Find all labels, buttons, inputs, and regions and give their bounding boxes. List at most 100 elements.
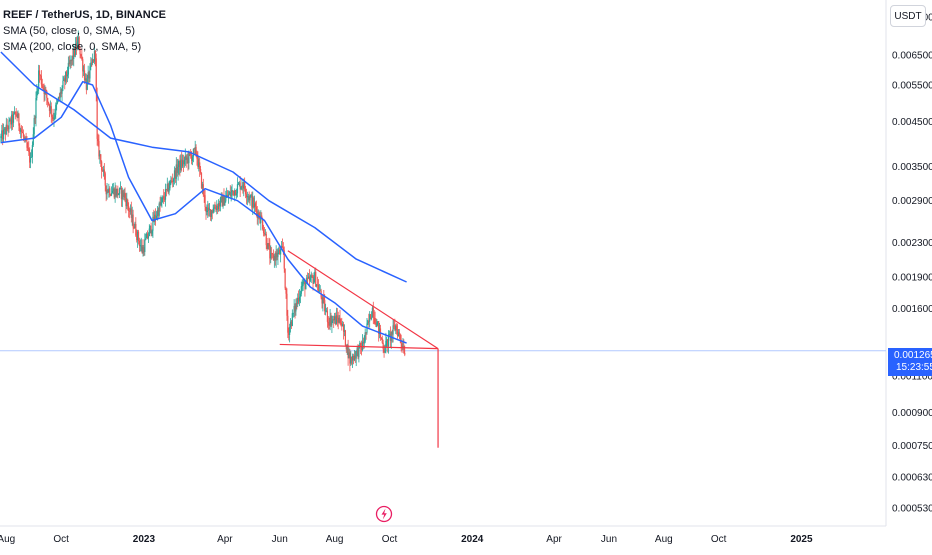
candle-body [403, 346, 405, 354]
candle-body [137, 231, 139, 241]
candle-body [209, 209, 212, 217]
candle [271, 247, 273, 260]
candle-body [231, 190, 233, 193]
candle [214, 201, 216, 209]
candle-body [99, 154, 101, 157]
candle-body [136, 235, 138, 241]
candle-body [141, 245, 143, 254]
candle-body [102, 169, 105, 172]
candle [351, 356, 353, 365]
candle-body [299, 293, 302, 297]
flash-icon[interactable] [375, 505, 393, 523]
candle-body [71, 55, 73, 61]
candle-body [54, 114, 56, 118]
candle-body [62, 80, 64, 88]
time-tick-label: 2025 [790, 534, 813, 545]
sma200-legend[interactable]: SMA (200, close, 0, SMA, 5) [3, 41, 142, 53]
candle-body [100, 154, 102, 162]
candle [129, 204, 132, 215]
candle-body [173, 178, 175, 182]
time-axis[interactable]: Aug Oct 2023 Apr Jun Aug Oct 2024 Apr Jun Aug Oct 20… [0, 534, 813, 545]
candle [125, 193, 127, 214]
candle [248, 191, 250, 204]
candle-body [289, 327, 291, 335]
candle-body [139, 245, 141, 247]
candle [116, 188, 118, 198]
candle [191, 154, 194, 166]
candle-body [388, 333, 391, 335]
candle-body [386, 339, 388, 341]
candle-body [15, 113, 17, 115]
candle [111, 183, 114, 194]
candle-body [2, 129, 5, 140]
candle-body [395, 325, 397, 331]
candle [298, 290, 300, 305]
candle [203, 189, 205, 203]
candle [33, 114, 35, 138]
candle-body [207, 207, 209, 211]
candle-body [291, 313, 293, 326]
candle-body [160, 202, 162, 205]
candle-body [214, 207, 216, 209]
candle [108, 183, 110, 198]
candle [137, 229, 139, 248]
candle-body [369, 314, 371, 322]
candle [186, 153, 188, 164]
candle-body [195, 147, 197, 155]
time-tick-label: Aug [326, 534, 344, 545]
candle-body [397, 332, 400, 336]
candle-body [315, 271, 317, 287]
candle-body [59, 92, 61, 98]
candle [23, 134, 25, 143]
currency-button[interactable]: USDT [890, 5, 926, 27]
candle [334, 312, 337, 326]
candle [332, 315, 334, 324]
candle [378, 322, 381, 339]
candle [263, 226, 266, 237]
candle [121, 187, 123, 208]
symbol-title[interactable]: REEF / TetherUS, 1D, BINANCE [3, 9, 166, 21]
sma50-legend[interactable]: SMA (50, close, 0, SMA, 5) [3, 25, 136, 37]
candle-body [149, 225, 151, 229]
candle [391, 329, 393, 343]
candle-body [376, 321, 378, 327]
candle [352, 353, 355, 365]
candle-body [365, 332, 367, 334]
candle-body [34, 118, 36, 119]
candle [322, 294, 324, 312]
candle [39, 74, 42, 81]
candle-body [206, 210, 208, 213]
candle-body [120, 187, 123, 200]
candle-body [56, 103, 58, 105]
candle-body [111, 190, 114, 194]
price-axis[interactable]: 0.0080000.0065000.0055000.0045000.003500… [892, 13, 932, 515]
candle-body [268, 243, 270, 247]
candle-body [96, 93, 98, 139]
candle-body [404, 353, 406, 355]
price-tick-label: 0.002900 [892, 196, 932, 207]
candle-body [74, 48, 76, 56]
time-tick-label: Aug [0, 534, 15, 545]
candle [101, 166, 104, 172]
candle-body [145, 238, 147, 240]
candle-body [60, 92, 62, 94]
candle-body [180, 159, 182, 171]
candle [130, 201, 132, 223]
candle [354, 350, 356, 363]
candle [45, 86, 47, 95]
candle [142, 245, 144, 257]
candle-body [258, 212, 260, 219]
candle-body [342, 323, 344, 327]
time-tick-label: Aug [655, 534, 673, 545]
candle [87, 65, 89, 85]
candle [67, 56, 69, 79]
candle [304, 278, 306, 297]
candle [367, 319, 369, 325]
candle-body [161, 197, 163, 203]
candle [106, 183, 108, 200]
candle [292, 312, 294, 318]
candle [204, 190, 206, 211]
candle [369, 311, 371, 328]
